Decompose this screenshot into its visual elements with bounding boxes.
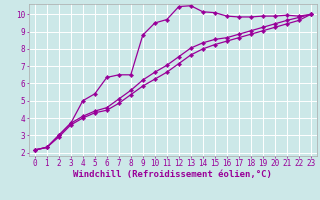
X-axis label: Windchill (Refroidissement éolien,°C): Windchill (Refroidissement éolien,°C): [73, 170, 272, 179]
